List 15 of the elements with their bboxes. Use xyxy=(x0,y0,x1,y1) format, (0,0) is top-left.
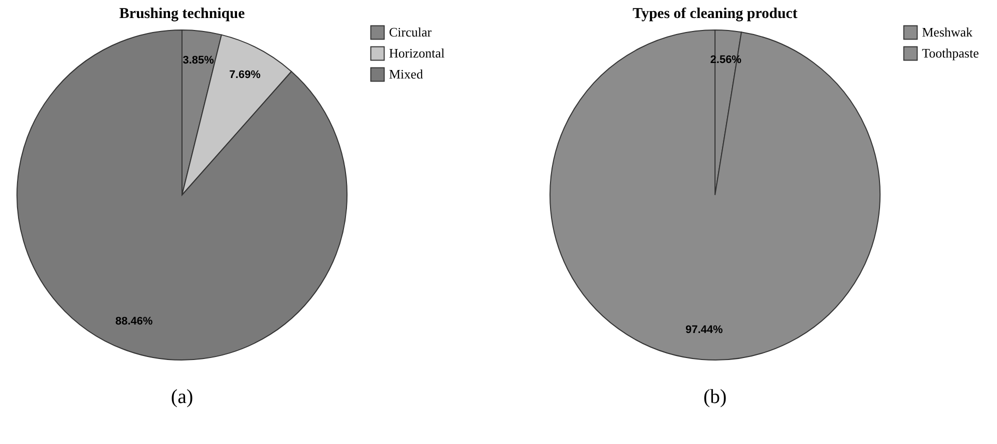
legend-label: Toothpaste xyxy=(922,46,980,60)
legend-label: Meshwak xyxy=(922,24,974,40)
data-label: 3.85% xyxy=(182,54,214,67)
data-label: 97.44% xyxy=(685,324,723,336)
data-label: 88.46% xyxy=(115,316,153,328)
text: (b) xyxy=(703,386,727,408)
legend-label: Horizontal xyxy=(389,46,445,60)
pie-slice xyxy=(16,30,348,360)
legend-label: Circular xyxy=(389,24,432,40)
legend-label: Mixed xyxy=(389,66,424,82)
chart-title: Types of cleaning product xyxy=(632,6,798,22)
text: (a) xyxy=(170,386,194,408)
chart-title: Brushing technique xyxy=(119,6,246,22)
pie-slice xyxy=(550,30,880,360)
data-label: 7.69% xyxy=(229,69,261,82)
